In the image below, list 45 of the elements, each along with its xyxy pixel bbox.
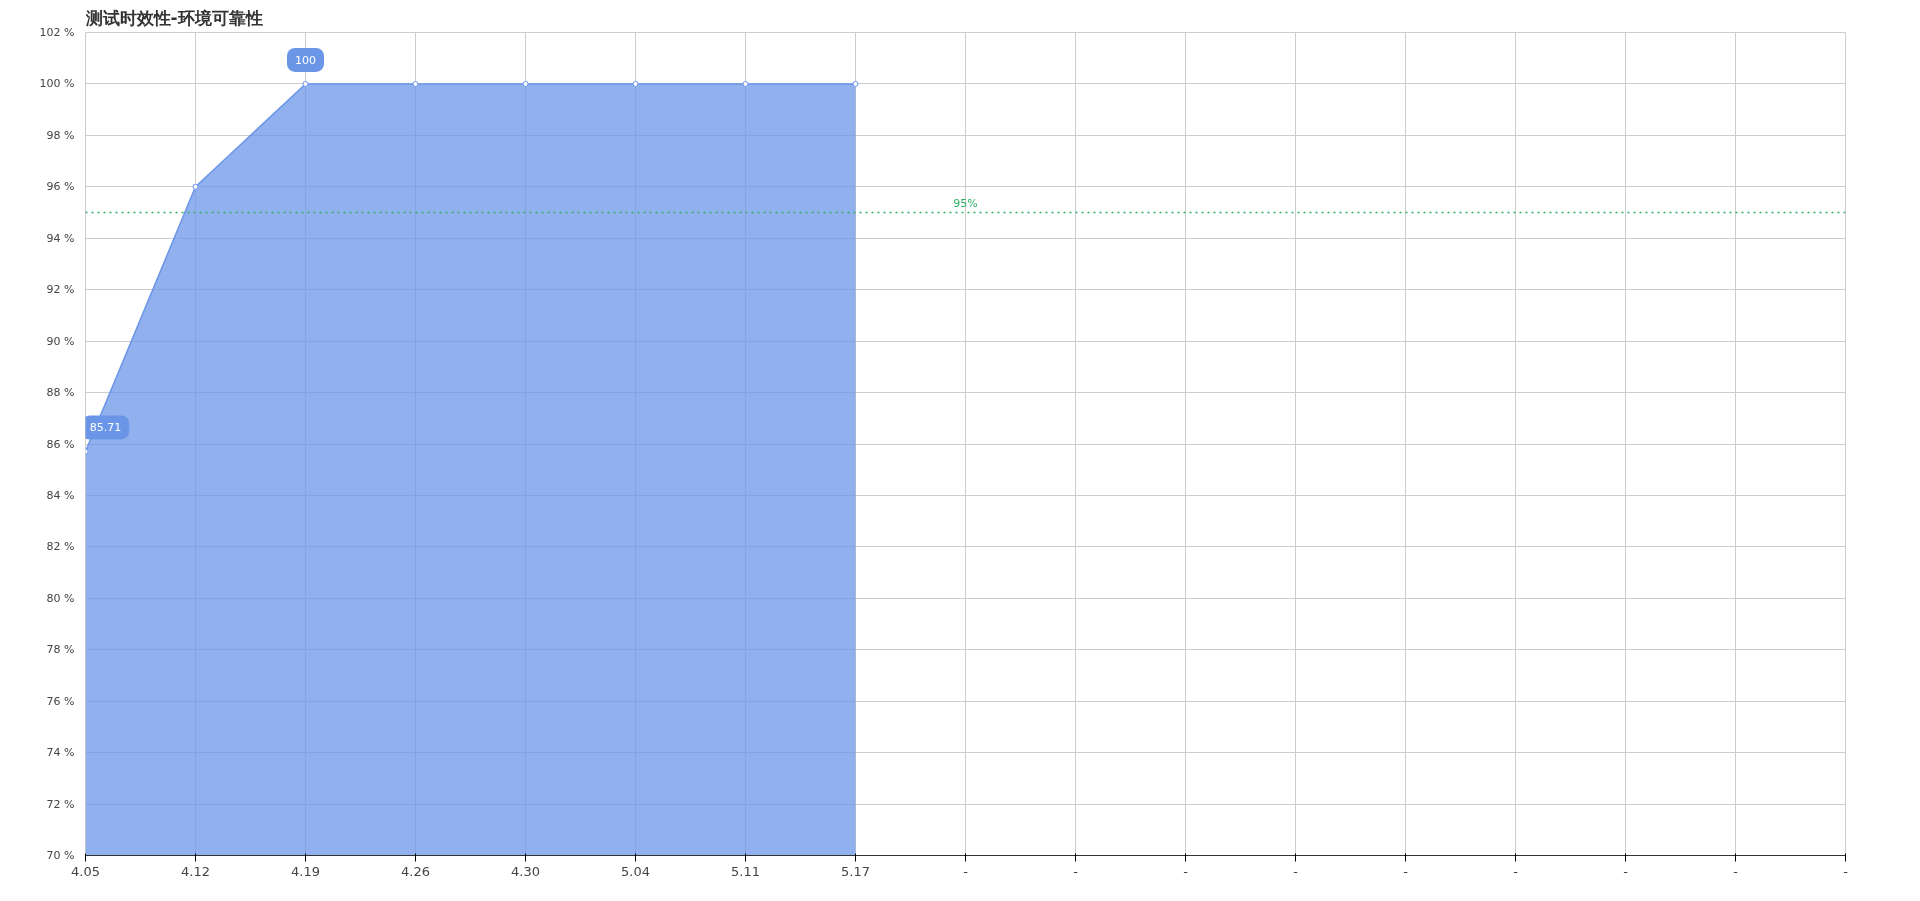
y-tick-label: 88 % [46, 386, 75, 400]
point [522, 80, 529, 87]
x-tick-label: 5.04 [621, 863, 650, 879]
y-tick-label: 90 % [46, 334, 75, 348]
x-tick-label: - [1843, 863, 1849, 879]
x-tick-label: 4.12 [181, 863, 210, 879]
y-tick-label: 84 % [46, 488, 75, 502]
point [632, 80, 639, 87]
x-tick-label: - [1403, 863, 1409, 879]
y-tick-label: 74 % [46, 746, 75, 760]
y-tick-label: 94 % [46, 231, 75, 245]
y-tick-label: 80 % [46, 591, 75, 605]
y-tick-label: 72 % [46, 797, 75, 811]
x-tick-label: - [1623, 863, 1629, 879]
y-tick-label: 98 % [46, 128, 75, 142]
chart-title: 测试时效性-环境可靠性 [84, 7, 263, 28]
annotation: 100 [295, 53, 316, 67]
y-tick-label: 92 % [46, 283, 75, 297]
y-tick-label: 82 % [46, 540, 75, 554]
point [192, 183, 199, 190]
x-tick-label: - [1513, 863, 1519, 879]
point [412, 80, 419, 87]
y-tick-label: 76 % [46, 694, 75, 708]
x-tick-label: - [1073, 863, 1079, 879]
x-tick-label: 5.11 [731, 863, 760, 879]
point [852, 80, 859, 87]
x-tick-label: - [1183, 863, 1189, 879]
y-tick-label: 78 % [46, 643, 75, 657]
y-tick-label: 86 % [46, 437, 75, 451]
y-tick-label: 96 % [46, 180, 75, 194]
x-tick-label: - [1733, 863, 1739, 879]
x-tick-label: 4.05 [71, 863, 100, 879]
x-tick-label: 4.30 [511, 863, 540, 879]
point [302, 80, 309, 87]
x-tick-label: 4.26 [401, 863, 430, 879]
y-tick-label: 102 % [39, 26, 75, 39]
point [742, 80, 749, 87]
x-tick-label: 5.17 [841, 863, 870, 879]
y-tick-label: 70 % [46, 849, 75, 862]
ref-line-label: 95% [953, 196, 978, 210]
y-tick-label: 100 % [39, 77, 75, 91]
annotation: 85.71 [89, 421, 122, 435]
x-tick-label: - [963, 863, 969, 879]
x-tick-label: - [1293, 863, 1299, 879]
x-tick-label: 4.19 [291, 863, 320, 879]
